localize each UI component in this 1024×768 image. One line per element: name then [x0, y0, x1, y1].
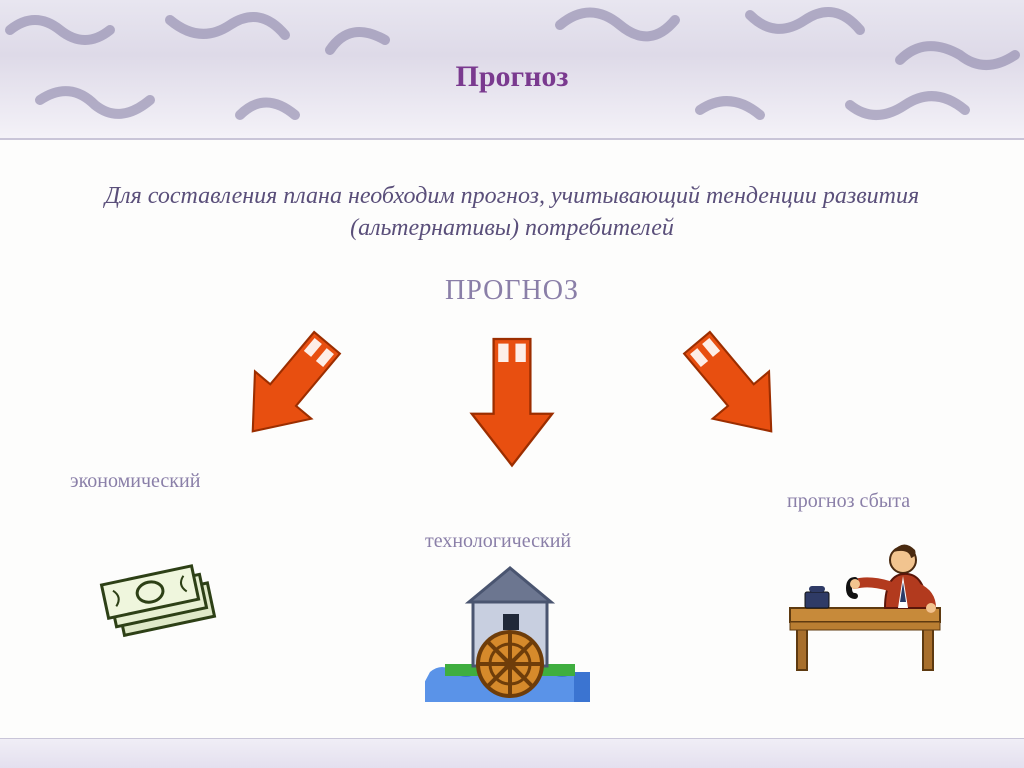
slide-subtitle: Для составления плана необходим прогноз,…	[80, 180, 944, 245]
arrow-left-icon	[225, 320, 356, 455]
footer-band	[0, 738, 1024, 768]
arrows-container	[0, 320, 1024, 480]
desk-person-icon	[785, 530, 955, 680]
arrow-right-icon	[669, 320, 800, 455]
arrow-center-icon	[472, 339, 553, 466]
branch-label-technology: технологический	[425, 530, 571, 553]
center-word: ПРОГНОЗ	[0, 275, 1024, 307]
branch-label-sales: прогноз сбыта	[787, 490, 910, 513]
watermill-icon	[425, 560, 595, 710]
branch-label-economic: экономический	[70, 470, 200, 493]
slide-title: Прогноз	[0, 60, 1024, 94]
money-icon	[95, 540, 235, 650]
